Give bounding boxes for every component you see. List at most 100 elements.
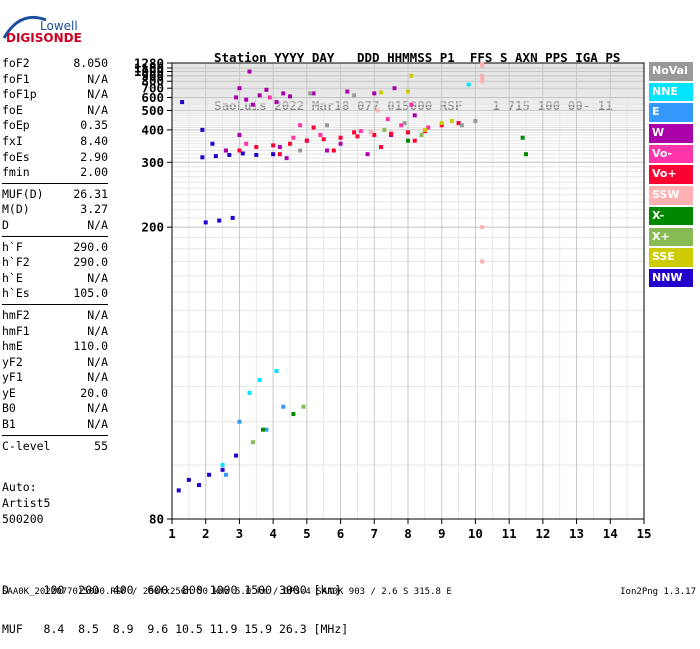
data-point-w: [250, 102, 255, 107]
data-point-w: [372, 91, 377, 96]
data-point-w: [284, 156, 289, 161]
data-point-nnw: [210, 141, 215, 146]
data-point-w: [247, 69, 252, 74]
y-tick-label: 1280: [134, 56, 164, 71]
param-row: fmin 2.00: [2, 165, 108, 181]
y-tick-label: 700: [141, 81, 164, 96]
param-row: C-level 55: [2, 439, 108, 455]
data-point-sse: [439, 121, 444, 126]
param-name: hmE: [2, 339, 23, 354]
data-point-nnw: [180, 100, 185, 105]
distance-row: D 100 200 400 600 800 1000 1500 3000 [km…: [2, 583, 342, 597]
data-point-vo-: [291, 135, 296, 140]
data-point-nne: [247, 390, 252, 395]
data-point-x-: [301, 404, 306, 409]
data-point-ssw: [368, 130, 373, 135]
param-name: foE: [2, 102, 23, 117]
data-point-w: [264, 87, 269, 92]
y-tick-label: 900: [141, 68, 164, 83]
data-point-noval: [325, 123, 330, 128]
data-point-vo-: [456, 121, 461, 126]
data-point-e: [237, 419, 242, 424]
param-name: D: [2, 217, 9, 232]
data-point-x-: [261, 427, 266, 432]
param-row: M(D) 3.27: [2, 202, 108, 218]
legend-item-sse: SSE: [649, 248, 693, 267]
data-point-vo-: [331, 148, 336, 153]
param-value: 8.050: [73, 56, 108, 70]
data-point-sse: [449, 119, 454, 124]
y-tick-label: 800: [141, 74, 164, 89]
param-name: foF1: [2, 71, 30, 86]
param-value: 105.0: [73, 286, 108, 301]
param-value: N/A: [87, 307, 108, 322]
param-name: h`Es: [2, 286, 30, 301]
param-value: N/A: [87, 401, 108, 416]
param-name: M(D): [2, 202, 30, 217]
param-name: hmF2: [2, 307, 30, 322]
y-tick-label: 1100: [134, 60, 164, 75]
x-tick-label: 14: [603, 526, 618, 541]
param-name: B1: [2, 417, 16, 432]
data-point-ssw: [480, 225, 485, 230]
data-point-vo-: [244, 141, 249, 146]
data-point-vo-: [358, 129, 363, 134]
data-point-x-: [419, 133, 424, 137]
legend-item-noval: NoVal: [649, 62, 693, 81]
auto-line3: 500200: [2, 512, 44, 526]
param-name: fmin: [2, 165, 30, 180]
legend-item-nnw: NNW: [649, 268, 693, 288]
data-point-noval: [402, 121, 407, 126]
data-point-w: [365, 152, 370, 157]
data-point-noval: [298, 148, 303, 153]
scaled-parameters-panel: foF2 8.050 foF1 N/A foF1p N/A foE N/A foEp 0.35 fx…: [2, 56, 108, 454]
data-point-vo-: [338, 135, 343, 140]
param-name: fxI: [2, 133, 23, 148]
logo-brand: Lowell: [40, 19, 78, 33]
legend-item-e: E: [649, 103, 693, 122]
data-point-nnw: [200, 155, 205, 160]
version-label: Ion2Png 1.3.17: [620, 587, 696, 597]
y-tick-label: 400: [141, 122, 164, 137]
data-point-vo-: [409, 102, 414, 107]
data-point-w: [274, 100, 279, 105]
x-tick-label: 3: [236, 526, 244, 541]
param-value: N/A: [87, 270, 108, 285]
param-name: B0: [2, 401, 16, 416]
data-point-nnw: [227, 152, 232, 157]
data-point-w: [281, 91, 286, 96]
data-point-vo-: [379, 145, 384, 150]
data-point-vo-: [389, 131, 394, 136]
param-value: 3.27: [80, 202, 108, 217]
data-point-w: [288, 94, 292, 99]
y-tick-label: 1000: [134, 64, 164, 79]
param-value: N/A: [87, 354, 108, 369]
param-row: foF1p N/A: [2, 87, 108, 103]
data-point-nnw: [186, 477, 191, 482]
param-value: 26.31: [73, 186, 108, 201]
y-tick-label: 300: [141, 155, 164, 170]
data-point-vo-: [412, 138, 417, 143]
data-point-vo-: [267, 95, 272, 100]
data-point-w: [277, 145, 282, 150]
param-value: 2.00: [80, 165, 108, 180]
data-point-ssw: [480, 63, 485, 68]
param-name: yE: [2, 385, 16, 400]
data-point-nnw: [254, 152, 259, 157]
param-value: 290.0: [73, 239, 108, 254]
param-value: 110.0: [73, 339, 108, 354]
param-row: yF2 N/A: [2, 355, 108, 371]
param-name: foEp: [2, 118, 30, 133]
y-tick-label: 600: [141, 90, 164, 105]
data-point-x-: [524, 152, 528, 157]
x-tick-label: 12: [535, 526, 550, 541]
header-line1: Station YYYY DAY DDD HHMMSS P1 FFS S AXN…: [214, 50, 621, 65]
lowell-digisonde-logo: Lowell DIGISONDE: [2, 15, 82, 45]
param-row: foEs 2.90: [2, 150, 108, 166]
data-point-vo-: [304, 138, 309, 143]
data-point-e: [281, 404, 286, 409]
data-point-sse: [422, 127, 427, 132]
param-name: h`F: [2, 239, 23, 254]
data-point-e: [264, 427, 269, 432]
